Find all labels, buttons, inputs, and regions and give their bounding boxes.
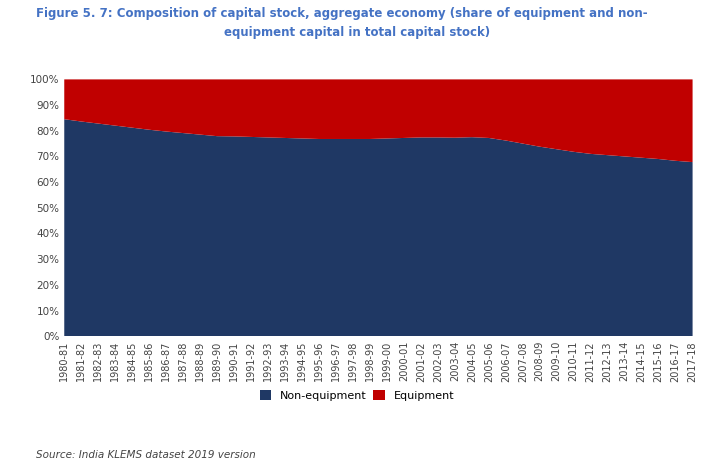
Text: equipment capital in total capital stock): equipment capital in total capital stock… <box>224 26 490 39</box>
Text: Source: India KLEMS dataset 2019 version: Source: India KLEMS dataset 2019 version <box>36 450 256 460</box>
Legend: Non-equipment, Equipment: Non-equipment, Equipment <box>260 390 454 401</box>
Text: Figure 5. 7: Composition of capital stock, aggregate economy (share of equipment: Figure 5. 7: Composition of capital stoc… <box>36 7 648 20</box>
